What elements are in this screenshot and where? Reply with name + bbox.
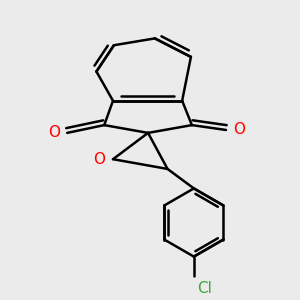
Text: O: O bbox=[233, 122, 245, 137]
Text: Cl: Cl bbox=[197, 281, 212, 296]
Text: O: O bbox=[48, 125, 60, 140]
Text: O: O bbox=[93, 152, 105, 167]
